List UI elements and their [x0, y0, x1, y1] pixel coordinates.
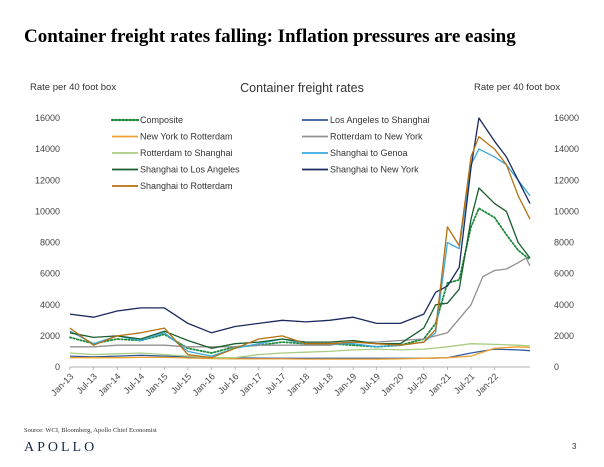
x-tick-label: Jul-19 — [358, 371, 382, 395]
y-tick-label-left: 2000 — [40, 331, 60, 341]
slide-title: Container freight rates falling: Inflati… — [24, 26, 516, 47]
series-line-shanghai-to-rotterdam — [69, 136, 531, 359]
series-line-rotterdam-to-shanghai — [69, 343, 531, 359]
chart-legend: Composite Los Angeles to Shanghai New York… — [110, 115, 430, 191]
brand-logo: APOLLO — [24, 440, 98, 455]
x-tick-label: Jan-20 — [379, 371, 406, 398]
legend-label: Shanghai to New York — [330, 165, 419, 175]
series-line-composite — [69, 207, 531, 354]
y-tick-label-right: 10000 — [554, 206, 579, 216]
x-tick-label: Jul-17 — [263, 371, 287, 395]
y-tick-label-left: 6000 — [40, 269, 60, 279]
y-tick-label-right: 4000 — [554, 300, 574, 310]
series-line-shanghai-to-los-angeles — [69, 187, 531, 349]
x-tick-label: Jul-15 — [169, 371, 193, 395]
legend-label: Shanghai to Los Angeles — [140, 165, 240, 175]
x-tick-label: Jul-20 — [405, 371, 429, 395]
legend-label: Shanghai to Rotterdam — [140, 181, 233, 191]
x-tick-label: Jul-14 — [122, 371, 146, 395]
y-tick-label-left: 12000 — [35, 175, 60, 185]
y-tick-label-left: 4000 — [40, 300, 60, 310]
x-tick-label: Jan-18 — [285, 371, 312, 398]
x-tick-label: Jul-13 — [75, 371, 99, 395]
right-axis-label: Rate per 40 foot box — [474, 82, 561, 93]
y-tick-label-right: 8000 — [554, 238, 574, 248]
chart-title: Container freight rates — [240, 81, 364, 95]
legend-label: Los Angeles to Shanghai — [330, 115, 430, 125]
legend-label: Shanghai to Genoa — [330, 148, 408, 158]
x-tick-label: Jan-19 — [332, 371, 359, 398]
x-tick-label: Jan-14 — [96, 371, 123, 398]
series-line-new-york-to-rotterdam — [70, 346, 531, 360]
y-tick-label-right: 14000 — [554, 144, 579, 154]
series-line-shanghai-to-genoa — [69, 148, 531, 357]
x-tick-label: Jul-21 — [452, 371, 476, 395]
x-tick-label: Jan-21 — [426, 371, 453, 398]
x-tick-label: Jan-13 — [49, 371, 76, 398]
series-line-shanghai-to-new-york — [69, 117, 531, 334]
x-tick-label: Jul-18 — [310, 371, 334, 395]
left-axis-label: Rate per 40 foot box — [30, 82, 117, 93]
source-note: Source: WCI, Bloomberg, Apollo Chief Eco… — [24, 427, 157, 434]
y-tick-label-left: 16000 — [35, 113, 60, 123]
chart-lines — [69, 117, 531, 360]
series-line-los-angeles-to-shanghai — [69, 348, 531, 359]
legend-label: New York to Rotterdam — [140, 132, 233, 142]
legend-label: Rotterdam to New York — [330, 132, 423, 142]
chart-axes: 0 0 2000 2000 4000 4000 6000 6000 8000 8000 10000 1… — [35, 113, 579, 398]
y-tick-label-left: 8000 — [40, 238, 60, 248]
x-tick-label: Jul-16 — [216, 371, 240, 395]
legend-label: Rotterdam to Shanghai — [140, 148, 233, 158]
x-tick-label: Jan-16 — [190, 371, 217, 398]
y-tick-label-right: 6000 — [554, 269, 574, 279]
y-tick-label-left: 0 — [55, 362, 60, 372]
x-tick-label: Jan-17 — [238, 371, 265, 398]
x-tick-label: Jan-15 — [143, 371, 170, 398]
legend-label: Composite — [140, 115, 183, 125]
y-tick-label-right: 2000 — [554, 331, 574, 341]
y-tick-label-right: 12000 — [554, 175, 579, 185]
y-tick-label-right: 0 — [554, 362, 559, 372]
y-tick-label-left: 14000 — [35, 144, 60, 154]
y-tick-label-left: 10000 — [35, 206, 60, 216]
x-tick-label: Jan-22 — [473, 371, 500, 398]
page-number: 3 — [572, 442, 577, 451]
y-tick-label-right: 16000 — [554, 113, 579, 123]
